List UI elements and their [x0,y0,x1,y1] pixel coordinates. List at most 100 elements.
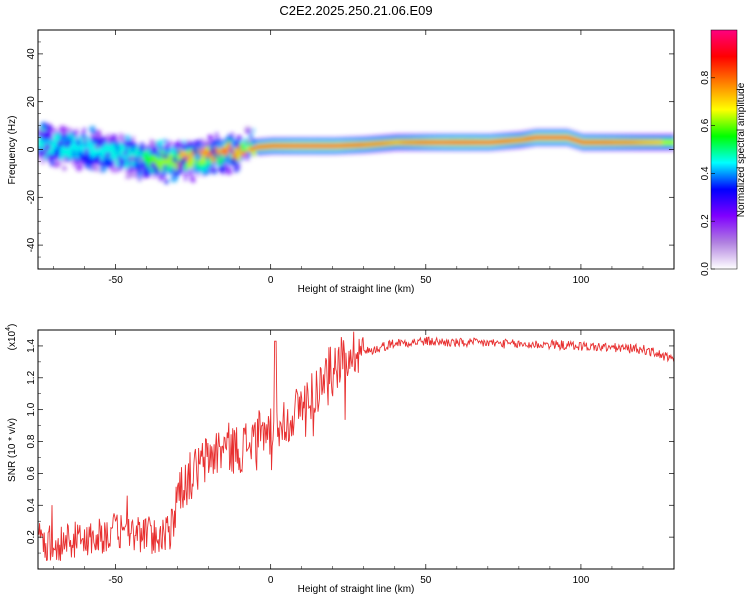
heatmap-speckle [59,125,67,133]
heatmap-cell [627,140,632,145]
heatmap-cell [152,154,157,165]
heatmap-cell [190,150,194,158]
heatmap-speckle [185,139,191,145]
heatmap-speckle [201,138,205,142]
heatmap-cell [174,160,179,171]
heatmap-cell [584,141,588,144]
heatmap-cell [295,144,300,147]
heatmap-cell [456,141,461,144]
heatmap-cell [267,145,272,148]
heatmap-cell [587,141,591,144]
heatmap-speckle [40,149,48,157]
heatmap-cell [196,154,200,169]
spectrogram-heatmap [38,121,674,185]
heatmap-speckle [99,165,107,173]
heatmap-cell [624,140,629,145]
heatmap-cell [304,144,309,147]
heatmap-cell [202,152,207,163]
colorbar-tick-label: 0.2 [700,214,711,228]
heatmap-speckle [197,146,203,153]
heatmap-speckle [184,155,189,160]
heatmap-cell [131,142,135,161]
heatmap-cell [425,141,430,144]
snr-ytick-label: 0.4 [26,498,37,512]
heatmap-speckle [205,140,211,146]
heatmap-cell [261,145,266,148]
heatmap-speckle [229,149,235,155]
heatmap-speckle [227,161,231,165]
heatmap-cell [537,136,542,139]
heatmap-speckle [150,140,157,147]
svg-text:(x104): (x104) [5,324,18,351]
heatmap-speckle [71,151,76,155]
heatmap-speckle [159,152,164,157]
heatmap-speckle [191,148,199,155]
heatmap-cell [186,155,191,162]
heatmap-cell [652,140,656,145]
heatmap-cell [599,141,604,144]
heatmap-cell [379,141,383,146]
heatmap-cell [360,143,365,146]
heatmap-cell [590,141,594,144]
spectrogram-ytick-label: -20 [26,190,37,205]
heatmap-cell [106,144,110,159]
heatmap-cell [276,144,281,147]
snr-scale-suffix: ) [7,324,18,327]
heatmap-speckle [85,164,91,169]
heatmap-cell [158,161,163,172]
heatmap-cell [338,144,343,147]
heatmap-cell [205,145,210,156]
heatmap-cell [500,140,504,143]
colorbar-ticks: 0.0 0.2 0.4 0.6 0.8 [700,70,715,276]
heatmap-cell [298,144,303,147]
heatmap-cell [580,141,585,144]
heatmap-cell [512,138,517,143]
heatmap-cell [72,141,76,160]
heatmap-cell [413,140,418,145]
heatmap-speckle [171,156,178,163]
heatmap-speckle [96,129,102,136]
heatmap-speckle [141,170,145,174]
spectrogram-ytick-label: -40 [26,237,37,252]
heatmap-cell [258,145,262,148]
heatmap-speckle [209,147,217,155]
heatmap-cell [248,143,253,151]
heatmap-cell [233,152,238,160]
heatmap-cell [255,145,259,149]
heatmap-speckle [61,159,65,163]
snr-xtick-label: 100 [573,575,590,586]
heatmap-speckle [64,152,71,158]
heatmap-cell [366,142,371,147]
heatmap-cell [50,140,55,155]
heatmap-cell [41,140,45,155]
heatmap-speckle [175,150,181,156]
heatmap-speckle [229,157,237,165]
spectrogram-xtick-label: 100 [573,275,590,286]
heatmap-cell [158,149,163,164]
heatmap-cell [428,141,433,144]
heatmap-cell [664,139,669,145]
heatmap-speckle [56,142,62,149]
heatmap-cell [248,147,253,152]
heatmap-cell [525,137,529,141]
heatmap-cell [509,138,514,143]
heatmap-cell [252,150,256,157]
heatmap-speckle [175,169,181,175]
heatmap-cell [137,154,141,173]
heatmap-cell [329,144,334,147]
heatmap-cell [475,141,480,144]
heatmap-cell [279,144,284,147]
spectrogram-ytick-label: 40 [26,48,37,60]
heatmap-speckle [43,143,51,152]
heatmap-cell [103,142,107,156]
heatmap-speckle [162,138,168,144]
heatmap-cell [236,150,241,161]
heatmap-speckle [94,143,100,150]
heatmap-cell [174,150,179,165]
heatmap-cell [444,141,449,144]
heatmap-speckle [93,156,101,164]
heatmap-cell [376,141,380,146]
snr-ytick-label: 0.2 [26,530,37,544]
heatmap-cell [636,140,641,145]
heatmap-cell [323,144,328,147]
